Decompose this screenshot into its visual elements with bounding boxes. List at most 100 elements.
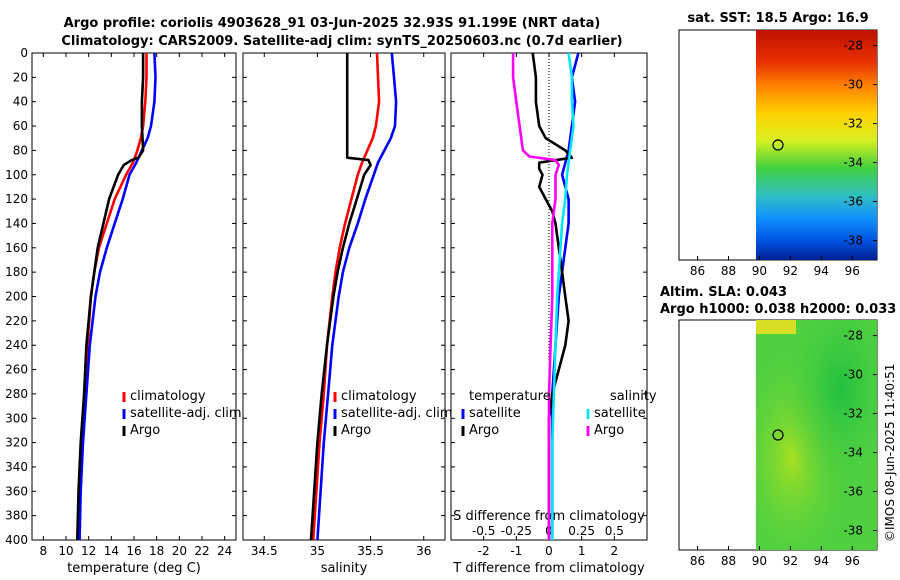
temperature-axes-frame [31,52,237,541]
sst-lat-tick-label: -30 [843,78,863,92]
salinity-legend-label: satellite-adj. clim [341,406,453,421]
salinity-series-argo [309,53,372,541]
temperature-xtick-label: 20 [172,544,187,558]
depth-tick-label: 240 [5,338,28,352]
sst-lat-tick-label: -34 [843,156,863,170]
sst-map-axes: 86 88 90 92 94 96 -28 -30 -32 -34 -36 -38 [690,39,877,278]
sst-lon-tick-label: 94 [814,264,829,278]
salinity-legend-label: climatology [341,389,417,404]
sst-lat-tick-label: -28 [843,39,863,53]
depth-tick-label: 400 [5,533,28,547]
title-line2: Climatology: CARS2009. Satellite-adj cli… [61,34,622,49]
sst-field [756,30,877,260]
timestamp: ©IMOS 08-Jun-2025 11:40:51 [883,364,897,542]
temperature-xtick-label: 16 [126,544,141,558]
sst-map-title: sat. SST: 18.5 Argo: 16.9 [687,11,868,26]
sst-lon-tick-label: 90 [752,264,767,278]
difference-xtick-label: 1 [578,544,586,558]
sla-map-title1: Altim. SLA: 0.043 [660,285,787,300]
depth-tick-label: 100 [5,168,28,182]
sla-lat-tick-label: -34 [843,446,863,460]
temperature-legend-label: Argo [130,423,160,438]
sst-lon-tick-label: 92 [783,264,798,278]
difference-xlabel: T difference from climatology [452,561,645,576]
sla-map-axes: 86 88 90 92 94 96 -28 -30 -32 -34 -36 -38 [690,329,877,568]
legend-temperature-title: temperature [469,389,551,404]
depth-tick-label: 120 [5,192,28,206]
depth-tick-label: 220 [5,314,28,328]
salinity-xlabel: salinity [321,561,368,576]
panel-temperature: 0 20 40 60 80 100 120 140 160 180 200 220 240 260 280 3… [5,46,242,576]
legend-salinity-label: Argo [594,423,624,438]
depth-tick-label: 320 [5,436,28,450]
xtick-top-label: 0.5 [605,524,624,538]
panel-salinity: 34.5 35 35.5 36 salinity climatology satellite… [242,52,453,576]
legend-temperature-label: Argo [469,423,499,438]
salinity-legend-label: Argo [341,423,371,438]
sla-field-top [756,320,796,334]
depth-tick-label: 160 [5,241,28,255]
depth-tick-label: 40 [13,95,28,109]
sla-lat-tick-label: -28 [843,329,863,343]
temperature-series-satellite-adj-clim [78,52,157,541]
sla-lat-tick-label: -36 [843,485,863,499]
xtick-top-label: 0.25 [568,524,595,538]
sla-lon-tick-label: 94 [814,554,829,568]
salinity-xtick-label: 36 [416,544,431,558]
depth-tick-label: 260 [5,363,28,377]
temperature-xtick-label: 22 [194,544,209,558]
depth-tick-label: 300 [5,411,28,425]
sst-lon-tick-label: 96 [845,264,860,278]
depth-tick-label: 60 [13,119,28,133]
sst-lat-tick-label: -36 [843,195,863,209]
temperature-xlabel: temperature (deg C) [67,561,201,576]
sla-lon-tick-label: 86 [690,554,705,568]
sla-field-blob2 [756,320,877,550]
sst-lon-tick-label: 86 [690,264,705,278]
salinity-series-climatology [311,52,381,541]
depth-tick-label: 200 [5,290,28,304]
depth-tick-label: 0 [20,46,28,60]
difference-xtick-label: 2 [611,544,619,558]
difference-series-salinity-satellite [550,52,575,540]
sla-map: Altim. SLA: 0.043 Argo h1000: 0.038 h200… [660,285,896,568]
sst-lon-tick-label: 88 [721,264,736,278]
legend-salinity-title: salinity [610,389,657,404]
difference-xtick-label: 0 [545,544,553,558]
title-line1: Argo profile: coriolis 4903628_91 03-Jun… [64,16,601,31]
salinity-xtick-label: 35.5 [357,544,384,558]
salinity-axes-frame [242,52,446,541]
profile-panels: 0204060801001201401601802002202402602803… [5,46,657,576]
sla-lon-tick-label: 96 [845,554,860,568]
sla-lat-tick-label: -38 [843,524,863,538]
sst-map: sat. SST: 18.5 Argo: 16.9 86 88 90 92 94 96 -2… [678,11,878,278]
sla-lat-tick-label: -30 [843,368,863,382]
temperature-xtick-label: 24 [217,544,232,558]
temperature-legend-label: climatology [130,389,206,404]
depth-tick-label: 380 [5,509,28,523]
sst-lat-tick-label: -32 [843,117,863,131]
xtick-top-label: -0.5 [472,524,495,538]
depth-tick-label: 340 [5,460,28,474]
depth-tick-label: 280 [5,387,28,401]
difference-xtick-label: -1 [510,544,522,558]
depth-tick-label: 20 [13,70,28,84]
temperature-legend-label: satellite-adj. clim [130,406,242,421]
temperature-xtick-label: 14 [104,544,119,558]
difference-xtick-label: -2 [478,544,490,558]
sla-argo-marker [772,429,784,441]
salinity-xtick-label: 35 [310,544,325,558]
legend-temperature-label: satellite [469,406,521,421]
difference-series-salinity-argo [511,53,561,540]
temperature-xtick-label: 10 [58,544,73,558]
depth-tick-label: 140 [5,216,28,230]
sst-argo-marker [772,139,784,151]
salinity-xtick-label: 34.5 [251,544,278,558]
sla-lon-tick-label: 92 [783,554,798,568]
xtick-top-label: -0.25 [501,524,532,538]
sla-lon-tick-label: 90 [752,554,767,568]
sla-lon-tick-label: 88 [721,554,736,568]
legend-salinity-label: satellite [594,406,646,421]
